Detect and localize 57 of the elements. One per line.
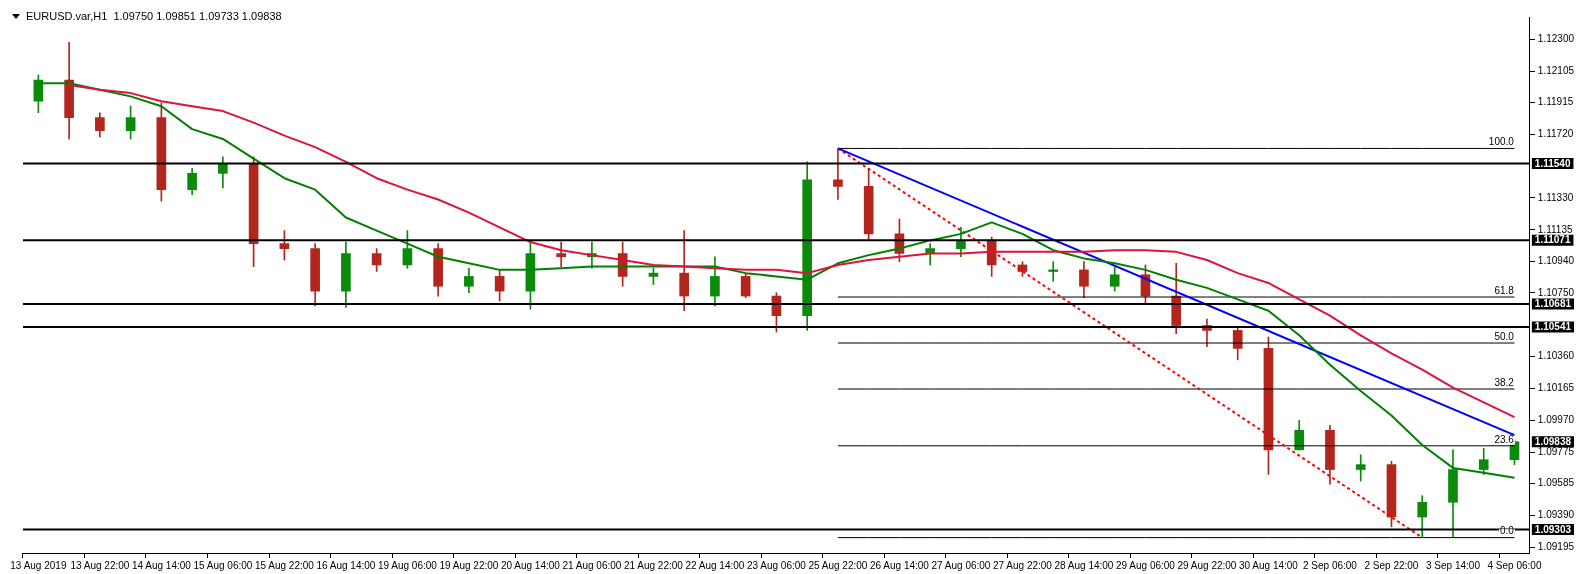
legend-label: 23.6 bbox=[1494, 433, 1515, 445]
x-tick-label: 23 Aug 06:00 bbox=[746, 559, 807, 571]
ref-line-label: 1.09303 bbox=[1534, 523, 1572, 535]
candlestick bbox=[1355, 454, 1366, 482]
x-tick-label: 22 Aug 14:00 bbox=[685, 559, 745, 571]
legend-label: 38.2 bbox=[1494, 376, 1515, 388]
candlestick bbox=[556, 241, 566, 267]
y-tick-label: 1.11330 bbox=[1537, 191, 1574, 203]
y-tick-label: 1.11720 bbox=[1537, 127, 1574, 139]
x-tick-label: 28 Aug 14:00 bbox=[1054, 559, 1114, 571]
candlestick bbox=[833, 148, 843, 200]
y-tick-label: 1.09390 bbox=[1537, 509, 1575, 521]
y-tick-label: 1.12105 bbox=[1537, 64, 1575, 76]
ref-line-label: 1.11071 bbox=[1534, 234, 1571, 246]
series-label: 100.0 bbox=[1488, 136, 1515, 148]
x-tick-label: 13 Aug 2019 bbox=[10, 559, 67, 571]
y-tick-label: 1.10360 bbox=[1537, 350, 1575, 362]
candlestick bbox=[1048, 261, 1059, 282]
ref-line-label: 1.11540 bbox=[1534, 157, 1571, 169]
x-tick-label: 30 Aug 14:00 bbox=[1238, 559, 1299, 571]
x-tick-label: 4 Sep 06:00 bbox=[1487, 559, 1542, 571]
x-tick-label: 3 Sep 14:00 bbox=[1426, 559, 1481, 571]
text: 1.09838 bbox=[1534, 435, 1572, 447]
y-tick-label: 1.10750 bbox=[1537, 286, 1575, 298]
y-tick-label: 1.09970 bbox=[1537, 414, 1575, 426]
x-tick-label: 25 Aug 22:00 bbox=[808, 559, 868, 571]
x-tick-label: 29 Aug 22:00 bbox=[1177, 559, 1237, 571]
legend-label: 61.8 bbox=[1494, 284, 1515, 296]
x-tick-label: 15 Aug 06:00 bbox=[193, 559, 253, 571]
x-tick-label: 19 Aug 22:00 bbox=[439, 559, 499, 571]
x-tick-label: 29 Aug 06:00 bbox=[1115, 559, 1176, 571]
y-tick-label: 1.09195 bbox=[1537, 541, 1575, 553]
y-tick-label: 1.09775 bbox=[1537, 446, 1575, 458]
x-tick-label: 20 Aug 14:00 bbox=[500, 559, 561, 571]
chart-title: EURUSD.var,H1 1.09750 1.09851 1.09733 1.09838 bbox=[26, 10, 282, 22]
x-tick-label: 21 Aug 06:00 bbox=[562, 559, 622, 571]
y-tick-label: 1.10940 bbox=[1537, 255, 1575, 267]
y-tick-label: 1.11135 bbox=[1537, 223, 1573, 235]
y-tick-label: 1.09585 bbox=[1537, 477, 1575, 489]
series-label: 50.0 bbox=[1494, 330, 1515, 342]
ref-line-label: 1.10681 bbox=[1534, 298, 1572, 310]
ref-line-label: 1.10541 bbox=[1534, 321, 1572, 333]
x-tick-label: 14 Aug 14:00 bbox=[131, 559, 192, 571]
x-tick-label: 26 Aug 14:00 bbox=[869, 559, 930, 571]
y-tick-label: 1.11915 bbox=[1537, 95, 1574, 107]
x-tick-label: 19 Aug 06:00 bbox=[377, 559, 438, 571]
x-tick-label: 21 Aug 22:00 bbox=[623, 559, 684, 571]
y-tick-label: 1.10165 bbox=[1537, 382, 1575, 394]
x-tick-label: 13 Aug 22:00 bbox=[70, 559, 130, 571]
x-tick-label: 15 Aug 22:00 bbox=[254, 559, 315, 571]
x-tick-label: 2 Sep 22:00 bbox=[1364, 559, 1419, 571]
legend-label: 0.0 bbox=[1499, 525, 1515, 537]
x-tick-label: 27 Aug 22:00 bbox=[992, 559, 1053, 571]
x-tick-label: 16 Aug 14:00 bbox=[316, 559, 376, 571]
x-tick-label: 27 Aug 06:00 bbox=[931, 559, 991, 571]
x-tick-label: 2 Sep 06:00 bbox=[1302, 559, 1358, 571]
y-tick-label: 1.12300 bbox=[1537, 32, 1575, 44]
